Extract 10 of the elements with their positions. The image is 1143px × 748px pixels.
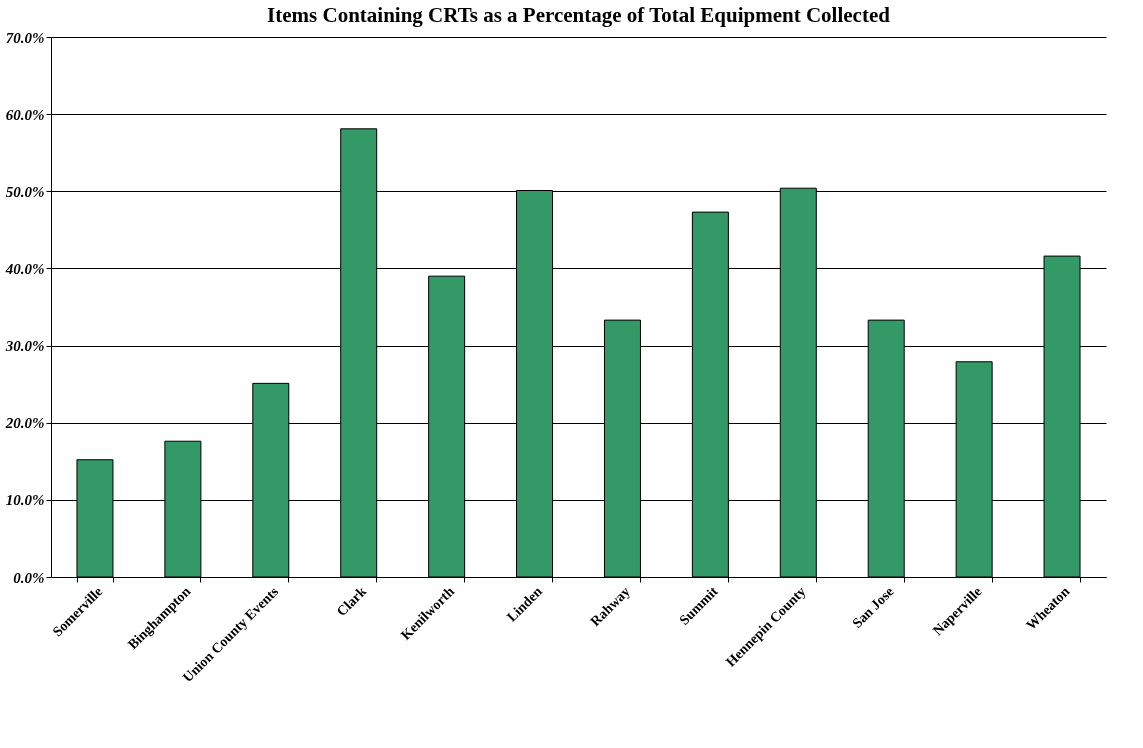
y-tick-label: 10.0% [5,492,45,509]
x-tick-label: San Jose [849,583,897,631]
y-tick-label: 30.0% [4,338,45,355]
y-tick-label: 0.0% [13,569,45,586]
y-tick-label: 20.0% [4,415,45,432]
chart-title: Items Containing CRTs as a Percentage of Total Equipment Collected [267,3,891,27]
y-tick-label: 70.0% [5,29,45,46]
y-tick-label: 40.0% [4,260,45,277]
y-tick-label: 50.0% [5,183,45,200]
y-tick-label: 60.0% [5,106,45,123]
